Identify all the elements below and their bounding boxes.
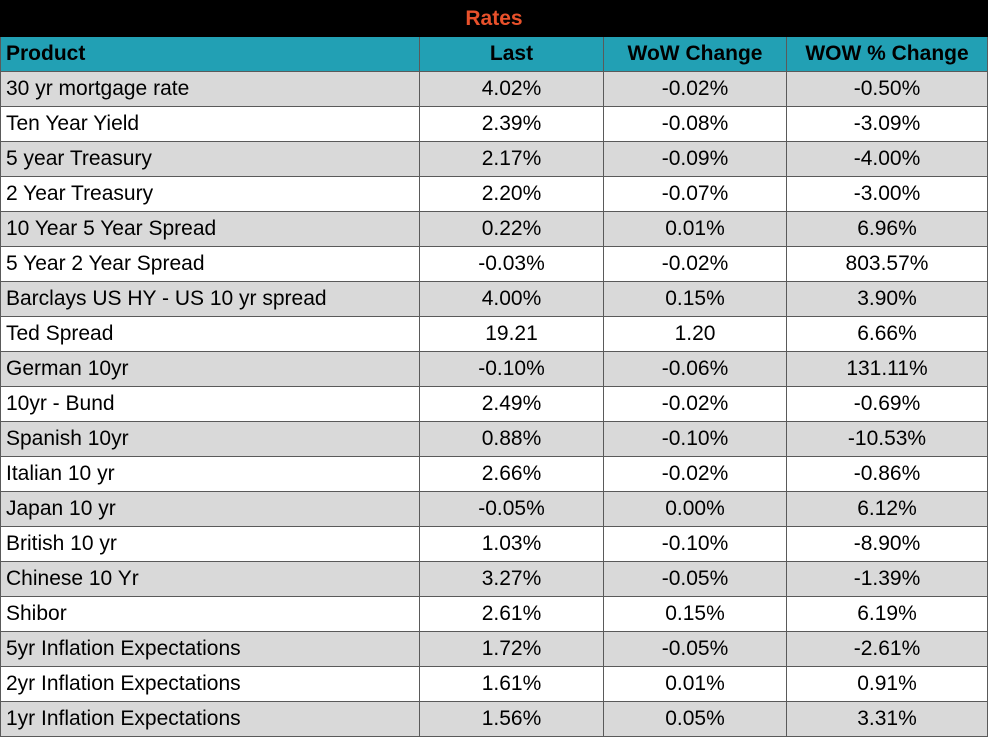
value-cell: 2.66%	[420, 457, 604, 492]
value-cell: 3.27%	[420, 562, 604, 597]
value-cell: 0.91%	[787, 667, 988, 702]
product-cell: 1yr Inflation Expectations	[0, 702, 420, 737]
table-grid: Product Last WoW Change WOW % Change 30 yr m…	[0, 37, 988, 737]
value-cell: -0.02%	[604, 387, 787, 422]
value-cell: -0.02%	[604, 247, 787, 282]
product-cell: 10yr - Bund	[0, 387, 420, 422]
product-cell: 5 year Treasury	[0, 142, 420, 177]
value-cell: 2.17%	[420, 142, 604, 177]
value-cell: 4.02%	[420, 72, 604, 107]
value-cell: 2.61%	[420, 597, 604, 632]
value-cell: -4.00%	[787, 142, 988, 177]
product-cell: Japan 10 yr	[0, 492, 420, 527]
value-cell: -1.39%	[787, 562, 988, 597]
value-cell: -0.09%	[604, 142, 787, 177]
product-cell: 30 yr mortgage rate	[0, 72, 420, 107]
value-cell: -0.10%	[604, 527, 787, 562]
product-cell: Ten Year Yield	[0, 107, 420, 142]
value-cell: 0.05%	[604, 702, 787, 737]
value-cell: 0.00%	[604, 492, 787, 527]
value-cell: 2.49%	[420, 387, 604, 422]
value-cell: 1.61%	[420, 667, 604, 702]
value-cell: 6.12%	[787, 492, 988, 527]
value-cell: 2.39%	[420, 107, 604, 142]
value-cell: -0.69%	[787, 387, 988, 422]
value-cell: 2.20%	[420, 177, 604, 212]
value-cell: 1.72%	[420, 632, 604, 667]
table-title: Rates	[0, 0, 988, 37]
product-cell: Spanish 10yr	[0, 422, 420, 457]
value-cell: -0.07%	[604, 177, 787, 212]
value-cell: -3.00%	[787, 177, 988, 212]
value-cell: 131.11%	[787, 352, 988, 387]
product-cell: 5 Year 2 Year Spread	[0, 247, 420, 282]
value-cell: -0.10%	[420, 352, 604, 387]
value-cell: 4.00%	[420, 282, 604, 317]
value-cell: -0.03%	[420, 247, 604, 282]
product-cell: 2 Year Treasury	[0, 177, 420, 212]
value-cell: -0.06%	[604, 352, 787, 387]
value-cell: 0.15%	[604, 597, 787, 632]
value-cell: -0.02%	[604, 457, 787, 492]
value-cell: -0.05%	[420, 492, 604, 527]
value-cell: 0.22%	[420, 212, 604, 247]
header-cell: Product	[0, 37, 420, 72]
value-cell: -0.10%	[604, 422, 787, 457]
value-cell: 3.31%	[787, 702, 988, 737]
value-cell: 803.57%	[787, 247, 988, 282]
value-cell: 19.21	[420, 317, 604, 352]
product-cell: Italian 10 yr	[0, 457, 420, 492]
value-cell: -0.08%	[604, 107, 787, 142]
header-cell: WoW Change	[604, 37, 787, 72]
value-cell: -0.50%	[787, 72, 988, 107]
product-cell: 2yr Inflation Expectations	[0, 667, 420, 702]
value-cell: 6.96%	[787, 212, 988, 247]
value-cell: 0.88%	[420, 422, 604, 457]
product-cell: German 10yr	[0, 352, 420, 387]
value-cell: 6.19%	[787, 597, 988, 632]
value-cell: 0.15%	[604, 282, 787, 317]
product-cell: British 10 yr	[0, 527, 420, 562]
value-cell: -8.90%	[787, 527, 988, 562]
value-cell: 1.56%	[420, 702, 604, 737]
value-cell: 3.90%	[787, 282, 988, 317]
product-cell: Ted Spread	[0, 317, 420, 352]
header-cell: WOW % Change	[787, 37, 988, 72]
product-cell: Chinese 10 Yr	[0, 562, 420, 597]
value-cell: 1.03%	[420, 527, 604, 562]
value-cell: -0.02%	[604, 72, 787, 107]
value-cell: -10.53%	[787, 422, 988, 457]
value-cell: -0.86%	[787, 457, 988, 492]
value-cell: -0.05%	[604, 632, 787, 667]
value-cell: 6.66%	[787, 317, 988, 352]
product-cell: 5yr Inflation Expectations	[0, 632, 420, 667]
value-cell: -0.05%	[604, 562, 787, 597]
product-cell: 10 Year 5 Year Spread	[0, 212, 420, 247]
header-cell: Last	[420, 37, 604, 72]
product-cell: Barclays US HY - US 10 yr spread	[0, 282, 420, 317]
value-cell: -3.09%	[787, 107, 988, 142]
value-cell: -2.61%	[787, 632, 988, 667]
value-cell: 0.01%	[604, 667, 787, 702]
value-cell: 1.20	[604, 317, 787, 352]
value-cell: 0.01%	[604, 212, 787, 247]
product-cell: Shibor	[0, 597, 420, 632]
